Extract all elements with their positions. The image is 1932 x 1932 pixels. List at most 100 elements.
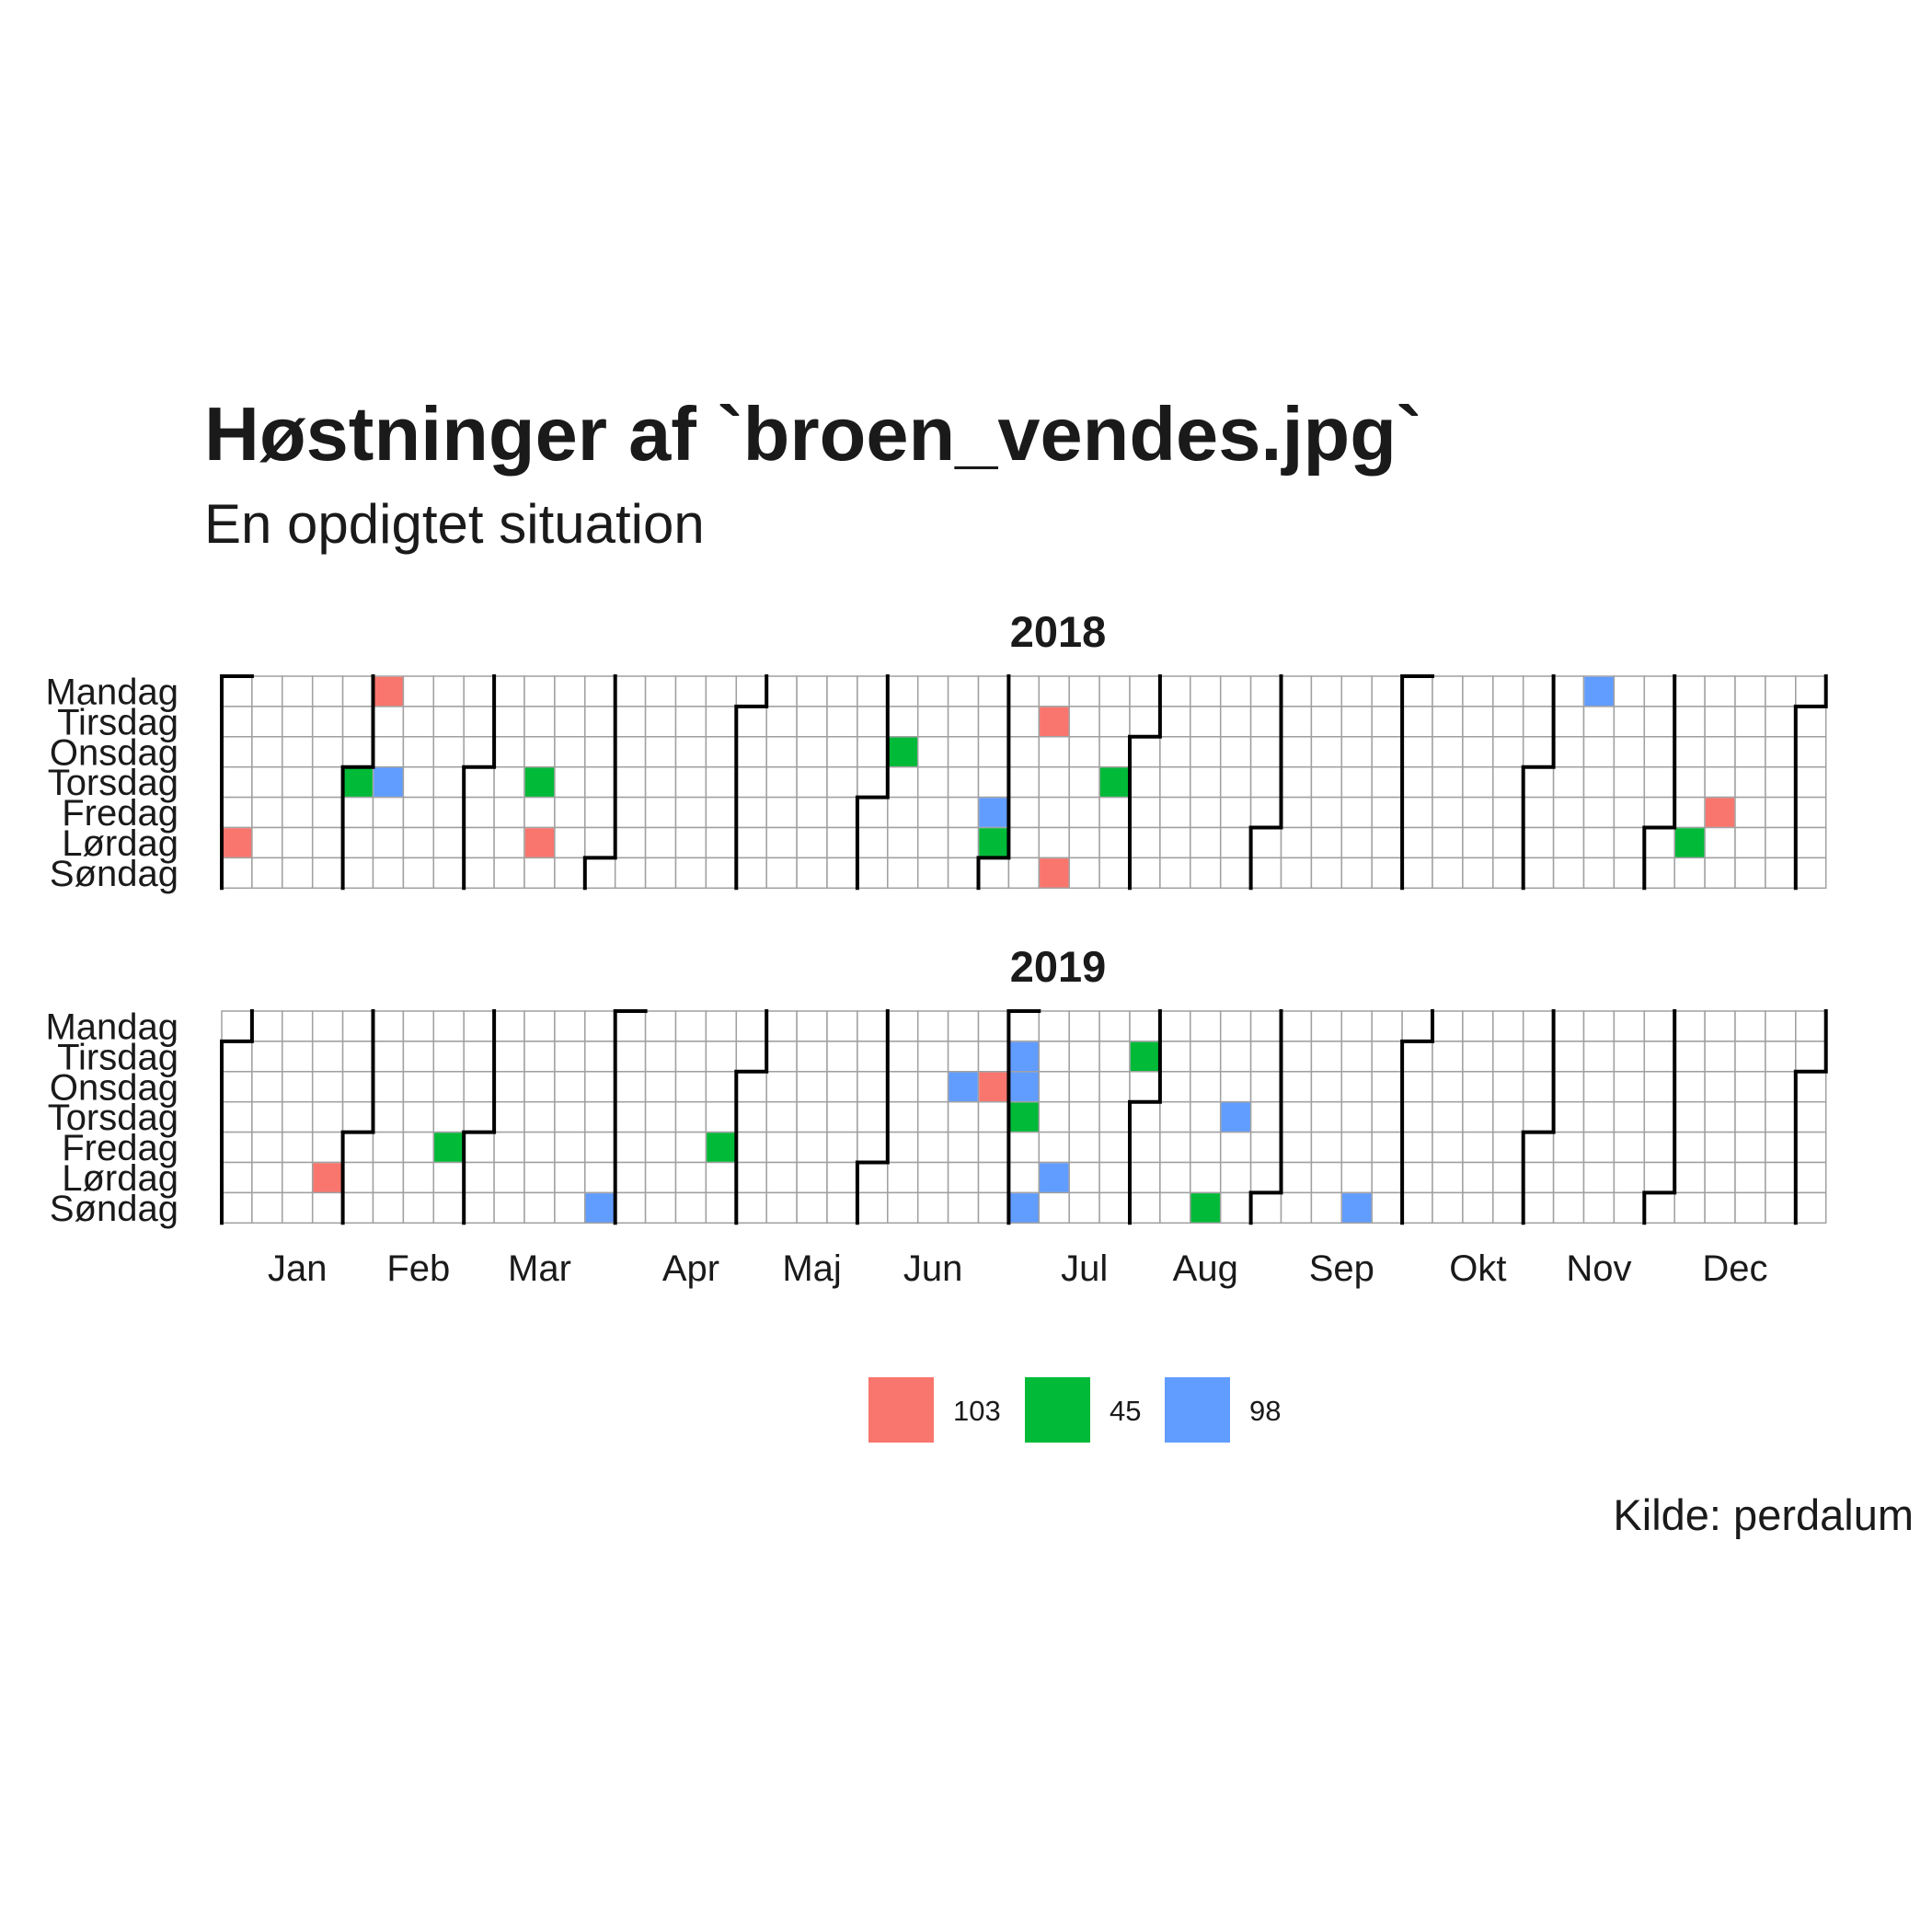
grid-cell [1795,826,1827,859]
month-border [855,1009,890,1225]
grid-cell [796,826,828,859]
grid-cell [1007,736,1041,768]
grid-cell [765,796,798,829]
grid-cell [1310,1041,1343,1073]
grid-cell [857,706,889,738]
grid-cell [947,1041,980,1073]
grid-cell [1340,1161,1373,1194]
grid-cell [1190,1071,1222,1103]
grid-cell [341,1161,374,1194]
grid-cell [311,1071,344,1103]
grid-cell [1098,675,1131,707]
grid-cell [251,1161,283,1194]
grid-cell [1492,857,1524,890]
grid-cell [1190,675,1222,707]
day-label: Fredag [62,793,178,834]
day-label: Søndag [50,854,178,894]
grid-cell [1643,675,1675,707]
grid-cell [1219,736,1252,768]
grid-cell [1098,736,1131,768]
grid-cell [947,1100,980,1133]
grid-cell [554,706,586,738]
event-cell [343,767,373,797]
grid-cell [523,1161,556,1194]
panel-2018: 2018 MandagTirsdagOnsdagTorsdagFredagLør… [45,607,1828,894]
cells-2019 [221,1010,1827,1225]
grid-cell [1795,675,1827,707]
grid-cell [1552,675,1585,707]
grid-cell [251,706,283,738]
grid-cell [1249,1041,1282,1073]
grid-cell [311,1041,344,1073]
grid-cell [282,1191,314,1225]
grid-cell [1007,1131,1041,1164]
grid-cell [1643,1071,1675,1103]
grid-cell [1129,796,1161,829]
grid-cell [1280,736,1313,768]
grid-cell [765,1161,798,1194]
grid-cell [311,857,344,890]
grid-cell [1492,706,1524,738]
grid-cell [523,1071,556,1103]
grid-cell [1310,675,1343,707]
grid-cell [1552,1131,1585,1164]
grid-cell [372,1131,405,1164]
grid-cell [584,765,616,799]
grid-cell [1462,765,1494,799]
grid-cell [887,1131,919,1164]
month-label: Sep [1309,1248,1374,1289]
grid-cell [1673,1131,1706,1164]
grid-cell [1129,675,1161,707]
grid-cell [584,857,616,890]
event-cell [1705,798,1735,827]
grid-cell [372,1191,405,1225]
grid-cell [1704,1010,1736,1042]
grid-cell [402,736,435,768]
grid-cell [1098,1071,1131,1103]
grid-cell [977,736,1010,768]
grid-cell [1038,1041,1070,1073]
grid-cell [221,1161,253,1194]
grid-cell [1613,1161,1646,1194]
grid-cell [887,857,919,890]
event-cell [1342,1193,1372,1223]
grid-cell [857,1010,889,1042]
grid-cell [1432,675,1464,707]
grid-cell [432,736,465,768]
grid-cell [674,857,707,890]
cells-2018 [221,675,1827,890]
grid-cell [1492,1131,1524,1164]
grid-cell [1795,1100,1827,1133]
grid-cell [1462,826,1494,859]
grid-cell [1159,1131,1191,1164]
grid-cell [1734,1100,1766,1133]
grid-cell [1673,796,1706,829]
grid-cell [523,1131,556,1164]
grid-cell [1190,1041,1222,1073]
event-cell [434,1133,464,1162]
grid-cell [341,675,374,707]
grid-cell [796,1191,828,1225]
grid-cell [463,765,495,799]
grid-cell [1613,1131,1646,1164]
grid-cell [1190,826,1222,859]
grid-cell [1673,1041,1706,1073]
grid-cell [1432,706,1464,738]
grid-cell [644,765,677,799]
grid-cell [523,706,556,738]
grid-cell [1492,1041,1524,1073]
day-label: Onsdag [50,732,178,773]
grid-cell [221,706,253,738]
grid-cell [947,706,980,738]
grid-cell [1795,1010,1827,1042]
grid-cell [1129,765,1161,799]
grid-cell [1734,796,1766,829]
grid-cell [1552,765,1585,799]
grid-cell [1310,765,1343,799]
grid-cell [311,1131,344,1164]
grid-cell [1552,796,1585,829]
grid-cell [432,1191,465,1225]
grid-cell [463,736,495,768]
grid-cell [1129,736,1161,768]
grid-cell [402,1010,435,1042]
